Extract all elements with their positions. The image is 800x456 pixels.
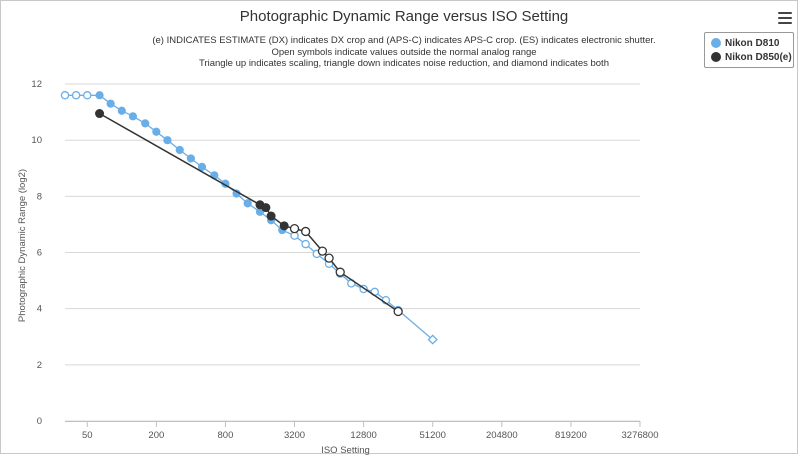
data-point-diamond (427, 334, 438, 345)
y-tick-label: 4 (37, 304, 42, 315)
x-tick-label: 50 (82, 430, 93, 441)
data-point (141, 119, 150, 128)
chart-subtitle: (e) INDICATES ESTIMATE (DX) indicates DX… (150, 35, 658, 70)
data-point-open (317, 246, 328, 256)
series-line-nikon-d810 (65, 94, 434, 341)
y-tick-label: 0 (37, 416, 42, 427)
x-tick-label: 819200 (555, 430, 587, 441)
legend-label: Nikon D850(e) (725, 51, 792, 63)
data-point (266, 211, 276, 221)
chart-legend: Nikon D810 Nikon D850(e) (704, 32, 794, 68)
data-point (95, 109, 105, 119)
data-point (279, 221, 289, 231)
legend-marker-icon (711, 38, 721, 48)
x-tick-label: 204800 (486, 430, 518, 441)
subtitle-line: Open symbols indicate values outside the… (271, 46, 537, 58)
data-point (117, 106, 126, 115)
data-point-open (60, 91, 70, 100)
data-point (152, 127, 161, 136)
data-point (197, 162, 207, 171)
data-point-open (335, 267, 345, 277)
y-tick-label: 12 (31, 79, 42, 90)
x-tick-label: 51200 (420, 430, 446, 441)
y-tick-label: 10 (31, 135, 42, 146)
data-point (106, 99, 115, 108)
data-point-open (300, 226, 311, 237)
x-tick-label: 200 (148, 430, 164, 441)
y-axis-title: Photographic Dynamic Range (log2) (17, 169, 28, 322)
data-point-open (289, 224, 300, 234)
y-tick-label: 8 (37, 191, 42, 202)
data-point (163, 136, 172, 145)
x-tick-label: 800 (218, 430, 234, 441)
data-point-open (324, 253, 334, 263)
legend-item-nikon-d850[interactable]: Nikon D850(e) (711, 50, 792, 64)
y-tick-label: 2 (37, 360, 42, 371)
data-point (175, 145, 184, 155)
data-point-open (82, 91, 92, 100)
legend-label: Nikon D810 (725, 37, 780, 49)
x-tick-label: 3276800 (622, 430, 659, 441)
data-point (95, 91, 104, 100)
subtitle-line: (e) INDICATES ESTIMATE (DX) indicates DX… (152, 35, 656, 46)
data-point (243, 199, 252, 208)
x-axis-title: ISO Setting (321, 445, 370, 456)
data-point (128, 112, 138, 121)
x-tick-label: 12800 (350, 430, 376, 441)
data-point-open (393, 306, 403, 317)
data-point-open (301, 239, 310, 249)
subtitle-line: Triangle up indicates scaling, triangle … (199, 58, 609, 69)
legend-item-nikon-d810[interactable]: Nikon D810 (711, 36, 779, 50)
chart-title: Photographic Dynamic Range versus ISO Se… (239, 8, 569, 25)
y-tick-label: 6 (37, 248, 42, 259)
hamburger-menu-icon[interactable] (778, 12, 792, 24)
series-line-nikon-d850 (99, 112, 399, 313)
data-point (186, 154, 195, 163)
data-point-open (71, 91, 81, 100)
x-tick-label: 3200 (284, 430, 305, 441)
legend-marker-icon (711, 52, 721, 62)
data-point (261, 203, 271, 213)
